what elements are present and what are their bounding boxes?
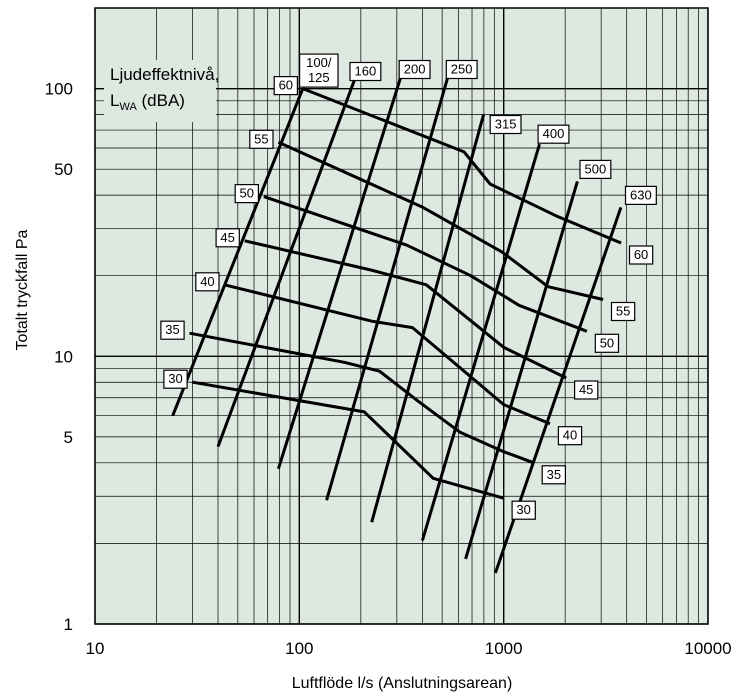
duct-size-line-100-125 <box>171 88 305 417</box>
label-box <box>249 129 274 149</box>
label-box <box>160 320 185 340</box>
size-label-400: 400 <box>537 124 570 144</box>
y-tick-label: 50 <box>54 160 73 179</box>
label-box <box>541 465 567 485</box>
label-box <box>579 159 612 179</box>
annotation-line1: Ljudeffektnivå, <box>110 65 219 84</box>
label-text: 30 <box>168 371 182 386</box>
sound-label-left-50: 50 <box>234 184 259 204</box>
label-box <box>489 114 522 135</box>
label-text: 40 <box>200 274 214 289</box>
label-text: 50 <box>600 335 614 350</box>
label-box <box>624 185 657 205</box>
data-labels: 100/125 160 200 250 315 400 500 630 30 30 35 35 40 40… <box>160 53 657 520</box>
label-text: 50 <box>240 186 254 201</box>
annotation-line2: LWA (dBA) <box>110 91 185 113</box>
label-text: 250 <box>451 62 473 77</box>
label-box <box>195 272 220 292</box>
label-text: 400 <box>543 126 565 141</box>
label-text: 45 <box>579 382 593 397</box>
label-text: 630 <box>630 187 652 202</box>
label-text: 30 <box>516 502 530 517</box>
x-tick-label: 10000 <box>684 639 731 658</box>
x-axis-title: Luftflöde l/s (Anslutningsarean) <box>292 675 513 692</box>
plot-frame <box>94 7 709 625</box>
sound-level-line-30 <box>192 380 505 500</box>
label-box <box>273 75 299 96</box>
label-text: 45 <box>220 230 234 245</box>
label-box <box>349 61 382 82</box>
label-box <box>511 500 536 520</box>
sound-label-right-60: 60 <box>628 245 654 265</box>
size-label-100-125: 100/125 <box>299 53 339 88</box>
duct-size-line-160 <box>216 76 357 448</box>
sound-label-left-35: 35 <box>160 320 185 340</box>
axis-ticks: 10 100 1000 10000 1 5 10 50 100 <box>45 80 732 658</box>
sound-label-left-55: 55 <box>249 129 274 149</box>
sound-label-right-35: 35 <box>541 465 567 485</box>
label-box <box>163 369 188 389</box>
sound-label-left-45: 45 <box>215 228 240 248</box>
label-text: 35 <box>547 467 561 482</box>
duct-size-line-250 <box>325 77 450 501</box>
label-text: 100/ <box>306 55 332 70</box>
label-text: 35 <box>165 322 179 337</box>
sound-label-left-30: 30 <box>163 369 188 389</box>
sound-label-right-30: 30 <box>511 500 536 520</box>
sound-label-right-40: 40 <box>557 426 583 446</box>
sound-level-line-35 <box>189 331 535 465</box>
size-label-200: 200 <box>398 59 431 80</box>
sound-level-line-40 <box>224 283 551 426</box>
duct-size-line-400 <box>420 143 541 541</box>
label-box <box>398 59 431 80</box>
sound-label-right-55: 55 <box>610 301 636 322</box>
label-text: 315 <box>495 117 517 132</box>
label-text: 125 <box>308 70 330 85</box>
label-box <box>628 245 654 265</box>
label-text: 500 <box>585 161 607 176</box>
label-box <box>215 228 240 248</box>
label-text: 55 <box>254 131 268 146</box>
x-tick-label: 10 <box>86 639 105 658</box>
duct-size-line-200 <box>276 77 403 470</box>
legend-annotation: Ljudeffektnivå, LWA (dBA) <box>104 60 219 122</box>
x-tick-label: 1000 <box>485 639 523 658</box>
label-text: 60 <box>279 78 293 93</box>
size-label-500: 500 <box>579 159 612 179</box>
label-box <box>445 59 478 80</box>
label-box <box>234 184 259 204</box>
label-text: 200 <box>404 62 426 77</box>
duct-size-line-500 <box>464 180 579 560</box>
label-box <box>299 53 339 88</box>
label-box <box>537 124 570 144</box>
size-label-160: 160 <box>349 61 382 82</box>
y-axis-title: Totalt tryckfall Pa <box>14 229 31 350</box>
label-box <box>557 426 583 446</box>
sound-level-line-60 <box>302 87 622 245</box>
sound-label-right-50: 50 <box>594 333 620 353</box>
y-tick-label: 5 <box>64 428 73 447</box>
size-label-630: 630 <box>624 185 657 205</box>
sound-label-left-60: 60 <box>273 75 299 96</box>
y-tick-label: 100 <box>45 80 73 99</box>
data-lines <box>171 76 623 574</box>
sound-level-line-55 <box>277 140 604 301</box>
size-label-315: 315 <box>489 114 522 135</box>
duct-size-line-315 <box>370 114 486 523</box>
label-text: 40 <box>563 428 577 443</box>
label-box <box>594 333 620 353</box>
sound-level-line-50 <box>263 195 588 333</box>
y-tick-label: 1 <box>64 615 73 634</box>
x-tick-label: 100 <box>285 639 313 658</box>
label-text: 160 <box>355 64 377 79</box>
label-text: 60 <box>634 247 648 262</box>
y-tick-label: 10 <box>54 347 73 366</box>
label-text: 55 <box>616 304 630 319</box>
label-box <box>610 301 636 322</box>
label-box <box>573 380 599 400</box>
size-label-250: 250 <box>445 59 478 80</box>
sound-label-left-40: 40 <box>195 272 220 292</box>
sound-label-right-45: 45 <box>573 380 599 400</box>
